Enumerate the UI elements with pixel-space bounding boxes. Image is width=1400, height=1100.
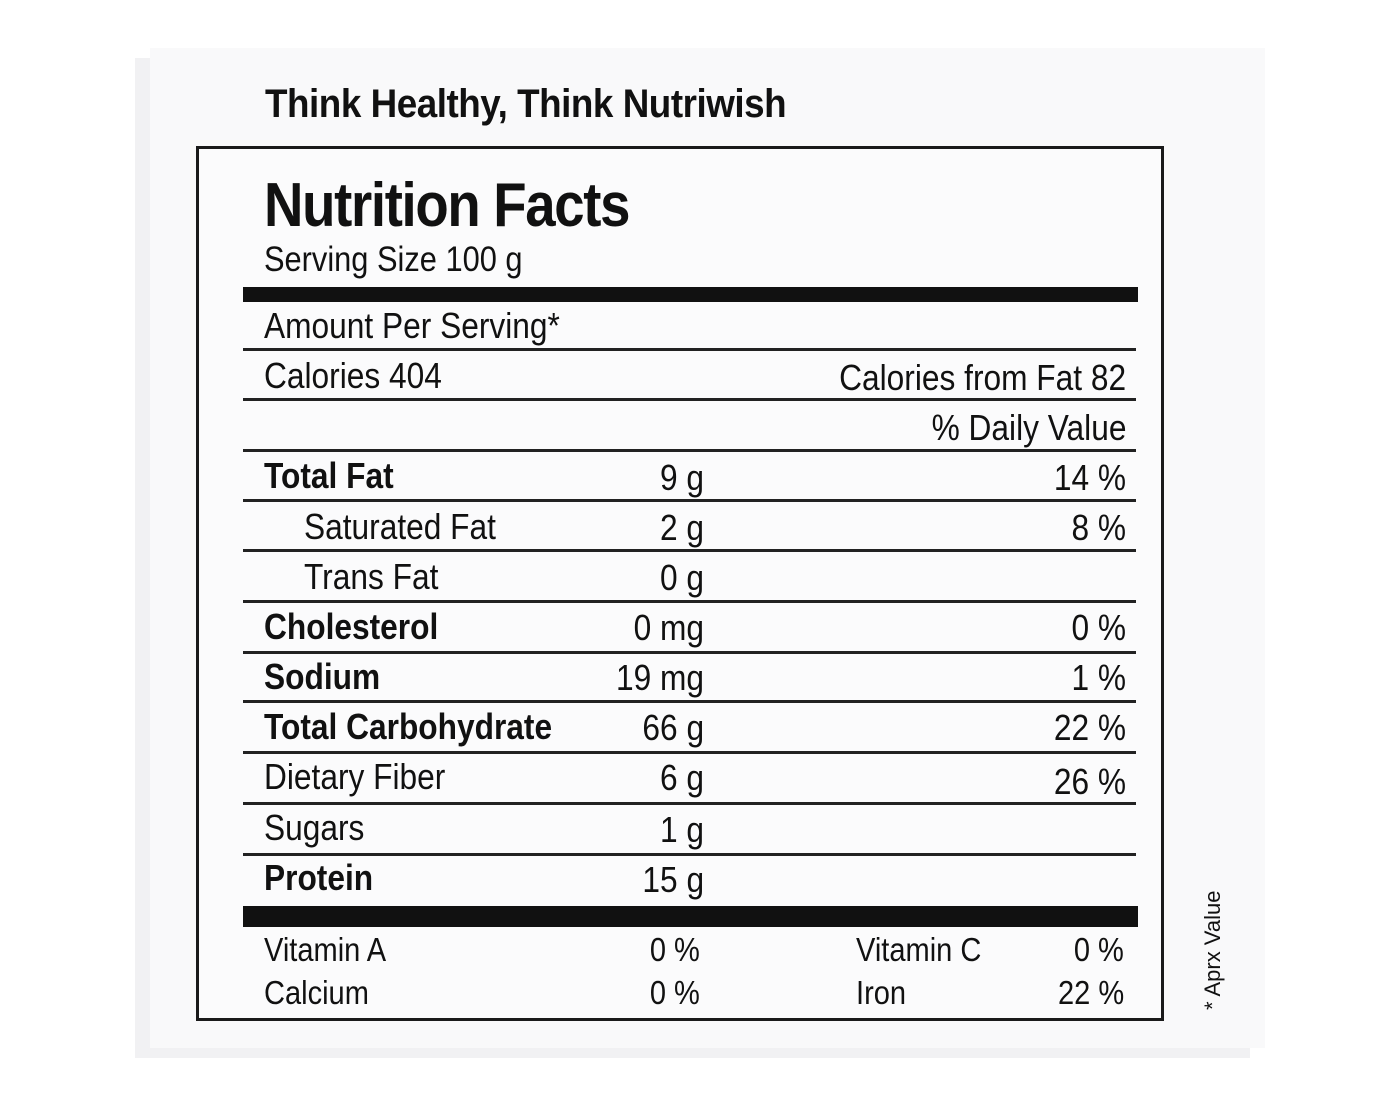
amount-per-serving: Amount Per Serving* — [264, 305, 560, 346]
nutrient-daily-value: 1 % — [1071, 657, 1126, 698]
serving-size: Serving Size 100 g — [264, 240, 523, 279]
divider — [243, 651, 1136, 654]
nutrient-name: Sugars — [264, 807, 365, 848]
divider — [243, 700, 1136, 703]
calories: Calories 404 — [264, 355, 442, 396]
nutrient-daily-value: 14 % — [1053, 457, 1126, 498]
nutrient-amount: 0 g — [659, 557, 704, 598]
nutrient-name: Cholesterol — [264, 606, 439, 647]
vitamin-daily-value: 0 % — [649, 931, 700, 968]
nutrient-name: Trans Fat — [304, 556, 439, 597]
nutrition-facts-title: Nutrition Facts — [264, 171, 630, 240]
nutrient-amount: 9 g — [659, 457, 704, 498]
divider — [243, 853, 1136, 856]
thick-divider-bottom — [243, 906, 1138, 927]
divider — [243, 802, 1136, 805]
divider — [243, 751, 1136, 754]
nutrient-daily-value: 26 % — [1053, 761, 1126, 802]
vitamin-name: Iron — [856, 974, 907, 1011]
nutrient-amount: 19 mg — [615, 657, 704, 698]
brand-tagline: Think Healthy, Think Nutriwish — [265, 82, 787, 126]
nutrient-name: Saturated Fat — [304, 506, 496, 547]
divider — [243, 499, 1136, 502]
nutrient-amount: 15 g — [642, 859, 704, 900]
divider — [243, 549, 1136, 552]
vitamin-daily-value: 0 % — [1073, 931, 1124, 968]
nutrient-name: Dietary Fiber — [264, 756, 446, 797]
nutrient-name: Total Fat — [264, 455, 394, 496]
vitamin-name: Vitamin A — [264, 931, 387, 968]
divider — [243, 398, 1136, 401]
divider — [243, 449, 1136, 452]
vitamin-daily-value: 22 % — [1057, 974, 1124, 1011]
nutrient-amount: 0 mg — [633, 607, 704, 648]
daily-value-header: % Daily Value — [931, 407, 1126, 448]
calories-from-fat: Calories from Fat 82 — [839, 357, 1126, 398]
vitamin-name: Calcium — [264, 974, 369, 1011]
vitamin-name: Vitamin C — [856, 931, 982, 968]
nutrient-amount: 66 g — [642, 707, 704, 748]
nutrient-amount: 6 g — [659, 757, 704, 798]
nutrient-daily-value: 22 % — [1053, 707, 1126, 748]
nutrient-daily-value: 0 % — [1071, 607, 1126, 648]
divider — [243, 348, 1136, 351]
nutrient-name: Total Carbohydrate — [264, 706, 553, 747]
thick-divider-top — [243, 287, 1138, 302]
nutrient-daily-value: 8 % — [1071, 507, 1126, 548]
nutrient-amount: 1 g — [659, 809, 704, 850]
approximate-value-footnote: * Aprx Value — [1200, 890, 1225, 1010]
nutrient-amount: 2 g — [659, 507, 704, 548]
vitamin-daily-value: 0 % — [649, 974, 700, 1011]
nutrient-name: Protein — [264, 857, 374, 898]
divider — [243, 600, 1136, 603]
nutrient-name: Sodium — [264, 656, 381, 697]
